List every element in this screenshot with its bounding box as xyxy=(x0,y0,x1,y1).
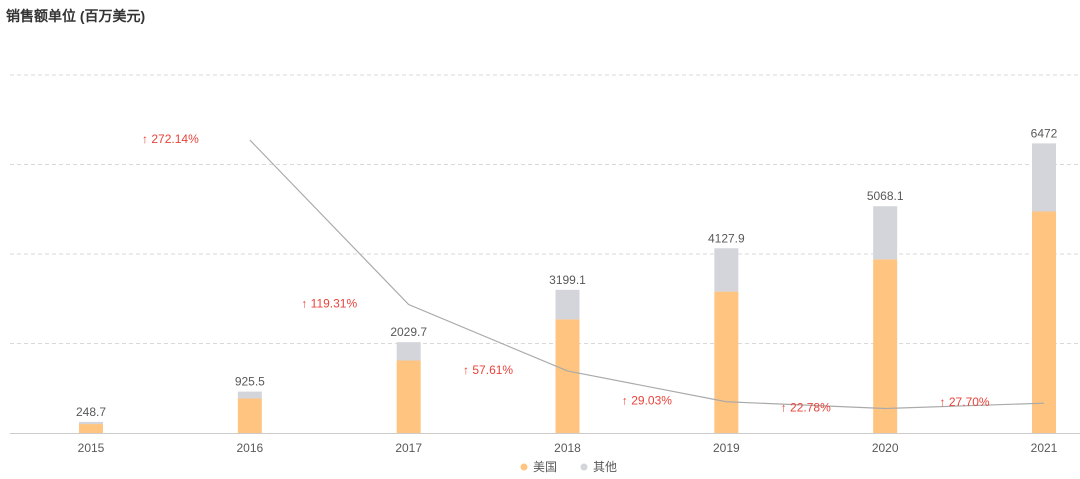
bar-其他 xyxy=(396,342,421,361)
total-label: 6472 xyxy=(1031,126,1058,140)
chart-title: 销售额单位 (百万美元) xyxy=(6,8,146,24)
legend: 美国 其他 xyxy=(520,460,617,474)
growth-line-group xyxy=(249,139,1045,410)
growth-label: ↑ 57.61% xyxy=(463,363,513,377)
legend-marker xyxy=(580,463,588,471)
x-tick-label: 2020 xyxy=(872,441,899,455)
growth-label: ↑ 272.14% xyxy=(142,132,199,146)
x-tick-label: 2018 xyxy=(554,441,581,455)
growth-label: ↑ 27.70% xyxy=(940,395,990,409)
legend-label: 美国 xyxy=(533,460,557,474)
bar-其他 xyxy=(555,289,580,320)
bar-美国 xyxy=(237,398,262,433)
bar-其他 xyxy=(79,421,103,425)
total-label: 248.7 xyxy=(76,405,106,419)
bar-美国 xyxy=(1032,211,1056,433)
x-tick-label: 2017 xyxy=(395,441,422,455)
bar-美国 xyxy=(873,259,898,433)
total-label: 4127.9 xyxy=(708,231,745,245)
label-group: 248.7 925.5 2029.7 3199.1 4127.9 5068.1 6472 ↑ … xyxy=(76,126,1058,418)
grid-lines xyxy=(10,74,1080,344)
legend-marker xyxy=(520,463,528,471)
bar-group xyxy=(79,143,1056,433)
bar-其他 xyxy=(873,206,898,260)
total-label: 5068.1 xyxy=(867,189,904,203)
growth-line xyxy=(249,139,1045,410)
x-tick-label: 2016 xyxy=(236,441,263,455)
x-tick-label: 2021 xyxy=(1031,441,1058,455)
bar-美国 xyxy=(555,319,580,433)
growth-label: ↑ 119.31% xyxy=(301,297,357,311)
total-label: 3199.1 xyxy=(549,273,586,287)
bar-其他 xyxy=(1032,143,1056,212)
bar-美国 xyxy=(714,291,739,433)
bar-其他 xyxy=(714,248,739,292)
growth-label: ↑ 22.78% xyxy=(781,400,831,414)
legend-label: 其他 xyxy=(593,460,617,474)
growth-label: ↑ 29.03% xyxy=(622,394,672,408)
x-tick-label: 2019 xyxy=(713,441,740,455)
total-label: 925.5 xyxy=(235,375,265,389)
total-label: 2029.7 xyxy=(390,325,427,339)
bar-美国 xyxy=(79,424,103,433)
bar-美国 xyxy=(396,360,421,433)
x-tick-label: 2015 xyxy=(78,441,105,455)
x-axis: 2015 2016 2017 2018 2019 2020 2021 xyxy=(10,433,1080,455)
bar-其他 xyxy=(237,391,262,399)
